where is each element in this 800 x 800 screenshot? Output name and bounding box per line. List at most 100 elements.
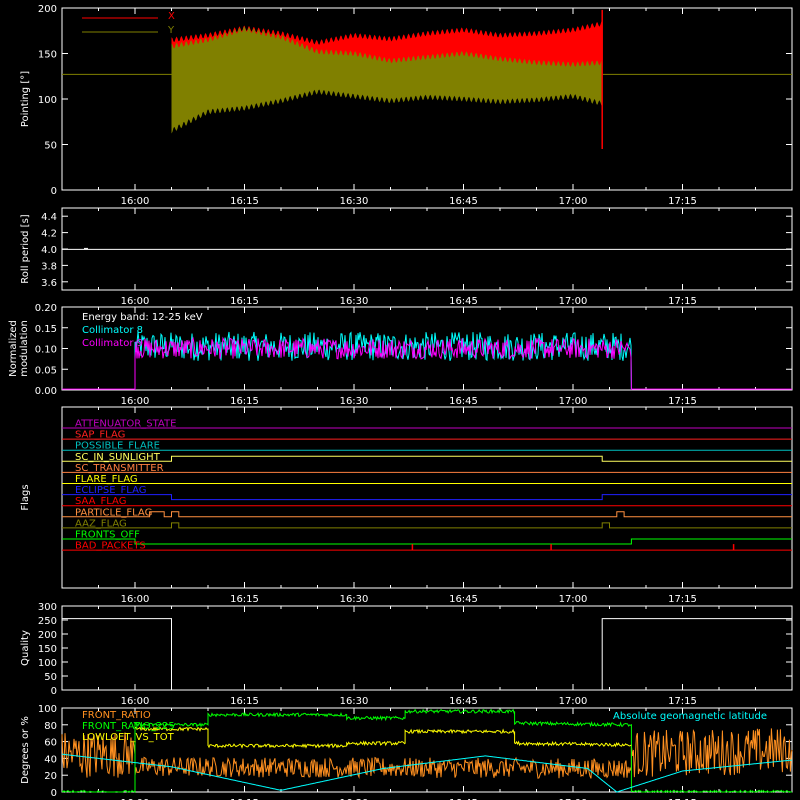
y-tick-label: 40 xyxy=(44,754,57,765)
panel-3: 16:00 16:15 16:30 16:45 17:00 17:15 0.00 0.05 0.… xyxy=(8,303,793,407)
ratio-legend-2: LOWLOET_VS_TOT xyxy=(82,732,175,743)
flag-sap-flag-label: SAP_FLAG xyxy=(75,430,125,441)
y-tick-label: 100 xyxy=(38,704,57,715)
flag-saa-flag-label: SAA_FLAG xyxy=(75,496,126,507)
x-tick-label: 17:00 xyxy=(559,296,588,307)
y-tick-label: 3.8 xyxy=(41,261,57,272)
x-tick-label: 16:00 xyxy=(121,296,150,307)
x-tick-label: 16:30 xyxy=(340,296,369,307)
ratio-series-front-ratio xyxy=(61,728,793,779)
energy-band-annotation: Energy band: 12-25 keV xyxy=(82,312,203,323)
y-axis-label: Flags xyxy=(20,484,31,510)
x-tick-label: 16:00 xyxy=(121,696,150,707)
panel-5: 16:00 16:15 16:30 16:45 17:00 17:15 0 50 100 150 2… xyxy=(20,602,793,707)
flag-possible-flare-label: POSSIBLE_FLARE xyxy=(75,441,160,452)
flag-sc-in-sunlight-label: SC_IN_SUNLIGHT xyxy=(75,452,161,463)
y-tick-label: 100 xyxy=(38,95,57,106)
x-tick-label: 17:00 xyxy=(559,696,588,707)
y-axis-label: Roll period [s] xyxy=(20,214,31,283)
y-tick-label: 50 xyxy=(44,672,57,683)
y-tick-label: 200 xyxy=(38,4,57,15)
pointing-band-y xyxy=(171,26,602,134)
x-tick-label: 16:15 xyxy=(230,696,259,707)
x-tick-label: 17:00 xyxy=(559,396,588,407)
y-tick-label: 150 xyxy=(38,644,57,655)
y-tick-label: 80 xyxy=(44,721,57,732)
y-tick-label: 0.20 xyxy=(35,303,57,314)
flag-attenuator-state-label: ATTENUATOR_STATE xyxy=(75,419,176,430)
ratio-legend-latitude: Absolute geomagnetic latitude xyxy=(613,711,767,722)
x-tick-label: 17:15 xyxy=(668,696,697,707)
y-tick-label: 100 xyxy=(38,658,57,669)
ratio-series-lowloet-vs-tot xyxy=(134,726,632,749)
x-tick-label: 16:00 xyxy=(121,798,150,800)
x-tick-label: 17:15 xyxy=(668,396,697,407)
x-tick-label: 16:45 xyxy=(449,798,478,800)
y-tick-label: 200 xyxy=(38,630,57,641)
y-tick-label: 0 xyxy=(51,186,57,197)
panels: 16:00 16:15 16:30 16:45 17:00 17:15 0 50 100 150 2… xyxy=(8,4,793,800)
panel-1: 16:00 16:15 16:30 16:45 17:00 17:15 0 50 100 150 2… xyxy=(20,4,793,207)
x-tick-label: 16:30 xyxy=(340,798,369,800)
x-tick-label: 16:15 xyxy=(230,296,259,307)
y-axis-label: Degrees or % xyxy=(20,716,31,784)
y-tick-label: 4.2 xyxy=(41,229,57,240)
x-tick-label: 17:00 xyxy=(559,798,588,800)
panel-6: 16:00 16:15 16:30 16:45 17:00 17:15 0 20 40 60 80 1… xyxy=(20,704,793,800)
x-tick-label: 17:15 xyxy=(668,296,697,307)
panel-4: 16:00 16:15 16:30 16:45 17:00 17:15 Flags ATTEN… xyxy=(20,406,793,605)
y-tick-label: 0.05 xyxy=(35,365,57,376)
flag-fronts-off-line xyxy=(62,538,792,545)
modulation-series-collimator-8 xyxy=(134,331,632,391)
x-tick-label: 16:45 xyxy=(449,296,478,307)
x-tick-label: 16:45 xyxy=(449,196,478,207)
x-tick-label: 17:15 xyxy=(668,594,697,605)
flag-eclipse-flag-label: ECLIPSE_FLAG xyxy=(75,485,146,496)
y-tick-label: 0.00 xyxy=(35,386,57,397)
x-tick-label: 16:15 xyxy=(230,798,259,800)
x-tick-label: 16:45 xyxy=(449,696,478,707)
ratio-series-absolute-geomagnetic-latitude xyxy=(61,753,793,793)
legend-label-y: Y xyxy=(167,25,175,36)
ratio-legend-1: FRONT_RATIO_225 xyxy=(82,721,175,732)
legend-label-x: X xyxy=(168,11,175,22)
x-tick-label: 16:15 xyxy=(230,196,259,207)
y-tick-label: 0.15 xyxy=(35,324,57,335)
ratio-legend-0: FRONT_RATIO xyxy=(82,710,151,721)
flag-bad-packets-label: BAD_PACKETS xyxy=(75,541,146,552)
x-tick-label: 17:15 xyxy=(668,798,697,800)
modulation-legend-9: Collimator 9 xyxy=(82,338,143,349)
quality-line xyxy=(62,618,792,691)
y-tick-label: 250 xyxy=(38,616,57,627)
y-tick-label: 300 xyxy=(38,602,57,613)
flag-aaz-flag-label: AAZ_FLAG xyxy=(75,518,127,529)
y-tick-label: 3.6 xyxy=(41,278,57,289)
y-tick-label: 50 xyxy=(44,141,57,152)
y-axis-label: Normalized xyxy=(8,320,19,377)
y-tick-label: 60 xyxy=(44,738,57,749)
x-tick-label: 16:00 xyxy=(121,594,150,605)
x-tick-label: 16:30 xyxy=(340,396,369,407)
x-tick-label: 16:00 xyxy=(121,396,150,407)
y-tick-label: 0.10 xyxy=(35,345,57,356)
x-tick-label: 17:00 xyxy=(559,196,588,207)
y-tick-label: 0 xyxy=(51,686,57,697)
flag-particle-flag-label: PARTICLE_FLAG xyxy=(75,507,152,518)
y-tick-label: 150 xyxy=(38,50,57,61)
flag-sc-transmitter-label: SC_TRANSMITTER xyxy=(75,463,164,474)
y-axis-label: Quality xyxy=(20,630,31,666)
y-tick-label: 20 xyxy=(44,771,57,782)
x-tick-label: 16:15 xyxy=(230,594,259,605)
y-tick-label: 4.4 xyxy=(41,212,57,223)
x-tick-label: 16:15 xyxy=(230,396,259,407)
x-tick-label: 16:30 xyxy=(340,696,369,707)
y-tick-label: 4.0 xyxy=(41,245,57,256)
x-tick-label: 17:00 xyxy=(559,594,588,605)
modulation-legend-8: Collimator 8 xyxy=(82,325,143,336)
panel-2: 16:00 16:15 16:30 16:45 17:00 17:15 3.6 3.8 4.0 4… xyxy=(20,207,793,307)
flag-eclipse-flag-line xyxy=(62,494,792,501)
x-tick-label: 17:15 xyxy=(668,196,697,207)
flag-aaz-flag-line xyxy=(62,522,792,529)
